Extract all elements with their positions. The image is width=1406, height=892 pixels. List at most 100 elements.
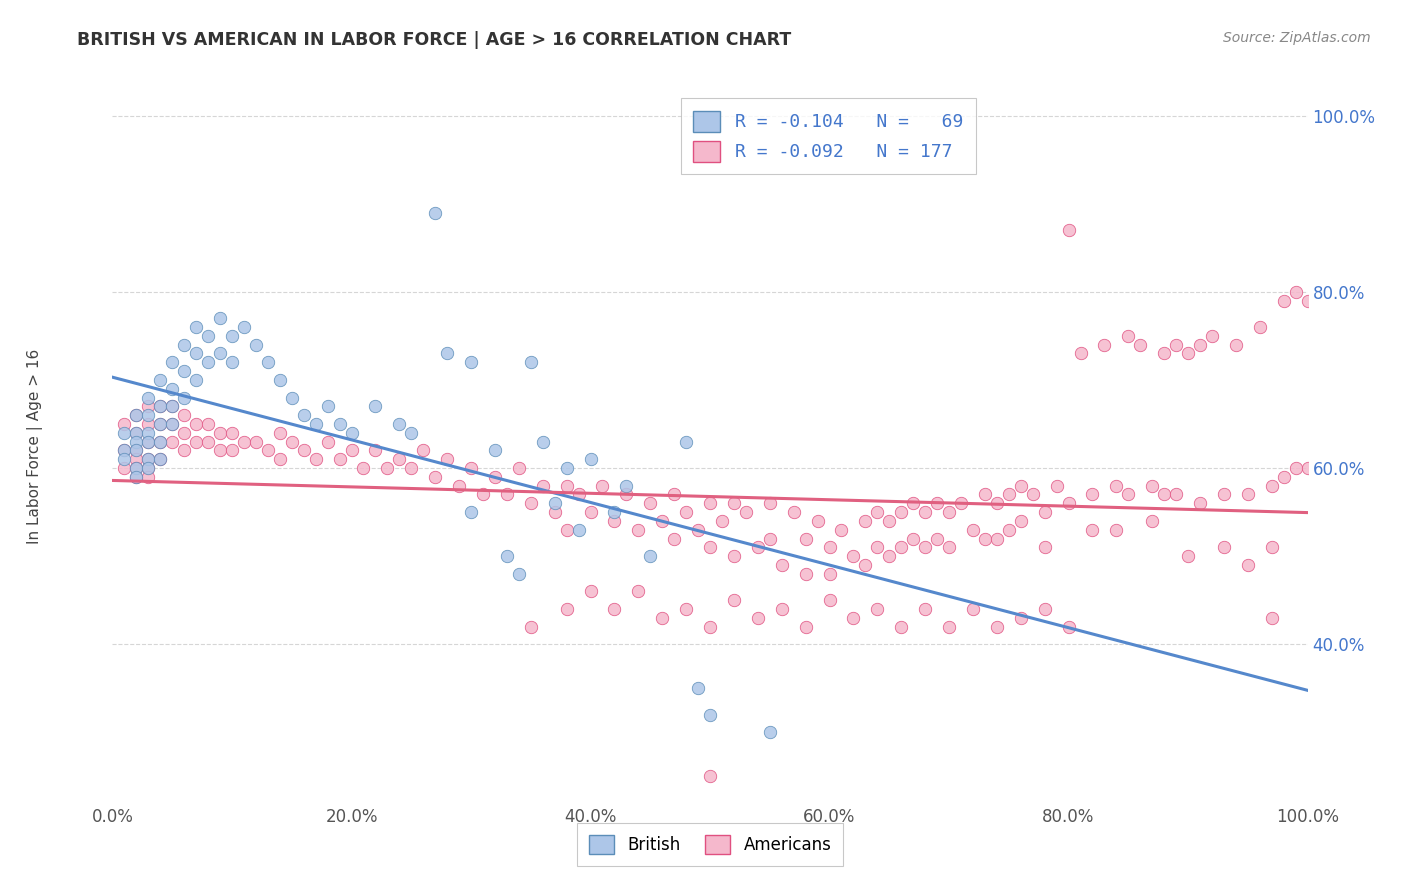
Point — [831, 523, 853, 537]
Point — [138, 470, 160, 484]
Point — [1189, 496, 1212, 510]
Point — [149, 417, 172, 431]
Point — [329, 452, 352, 467]
Point — [818, 593, 841, 607]
Point — [138, 434, 160, 449]
Point — [1142, 478, 1164, 492]
Point — [986, 619, 1008, 633]
Point — [496, 549, 519, 563]
Point — [173, 443, 195, 458]
Point — [149, 434, 172, 449]
Point — [699, 707, 721, 722]
Point — [484, 470, 506, 484]
Point — [688, 523, 710, 537]
Point — [998, 523, 1021, 537]
Point — [555, 461, 578, 475]
Point — [1166, 337, 1188, 351]
Point — [1285, 461, 1308, 475]
Point — [197, 434, 219, 449]
Point — [149, 400, 172, 414]
Point — [616, 487, 638, 501]
Point — [914, 602, 936, 616]
Point — [890, 505, 912, 519]
Point — [616, 478, 638, 492]
Point — [484, 443, 506, 458]
Point — [1010, 478, 1032, 492]
Point — [1177, 549, 1199, 563]
Point — [125, 425, 148, 440]
Point — [1081, 523, 1104, 537]
Point — [292, 408, 315, 422]
Point — [927, 496, 949, 510]
Point — [1094, 337, 1116, 351]
Point — [555, 478, 578, 492]
Point — [162, 400, 183, 414]
Point — [472, 487, 495, 501]
Point — [149, 417, 172, 431]
Point — [173, 391, 195, 405]
Point — [1070, 346, 1092, 360]
Point — [460, 461, 482, 475]
Point — [711, 514, 734, 528]
Point — [209, 443, 232, 458]
Point — [770, 558, 793, 572]
Point — [520, 355, 543, 369]
Point — [531, 478, 554, 492]
Point — [1213, 541, 1236, 555]
Point — [186, 320, 208, 334]
Point — [388, 417, 411, 431]
Point — [138, 461, 160, 475]
Point — [1046, 478, 1069, 492]
Point — [1237, 487, 1260, 501]
Point — [986, 532, 1008, 546]
Point — [1296, 461, 1319, 475]
Point — [436, 452, 458, 467]
Point — [1201, 329, 1223, 343]
Point — [125, 452, 148, 467]
Point — [1261, 611, 1284, 625]
Point — [651, 611, 673, 625]
Point — [138, 425, 160, 440]
Point — [879, 514, 901, 528]
Point — [125, 408, 148, 422]
Point — [245, 434, 267, 449]
Point — [664, 487, 686, 501]
Point — [866, 602, 889, 616]
Point — [855, 558, 877, 572]
Point — [245, 337, 267, 351]
Point — [401, 461, 423, 475]
Point — [938, 505, 960, 519]
Point — [305, 452, 328, 467]
Point — [125, 408, 148, 422]
Point — [138, 417, 160, 431]
Point — [938, 619, 960, 633]
Point — [316, 434, 339, 449]
Point — [1261, 478, 1284, 492]
Point — [1272, 293, 1295, 308]
Point — [1033, 541, 1056, 555]
Point — [818, 541, 841, 555]
Point — [664, 532, 686, 546]
Point — [699, 496, 721, 510]
Point — [640, 549, 662, 563]
Point — [436, 346, 458, 360]
Point — [555, 602, 578, 616]
Point — [962, 523, 984, 537]
Point — [759, 725, 782, 739]
Y-axis label: In Labor Force | Age > 16: In Labor Force | Age > 16 — [27, 349, 44, 543]
Point — [114, 452, 135, 467]
Point — [352, 461, 374, 475]
Point — [1153, 346, 1175, 360]
Point — [914, 505, 936, 519]
Point — [688, 681, 710, 696]
Point — [723, 496, 745, 510]
Point — [914, 541, 936, 555]
Point — [759, 496, 782, 510]
Point — [520, 619, 543, 633]
Point — [842, 549, 865, 563]
Point — [1189, 337, 1212, 351]
Point — [675, 602, 697, 616]
Point — [209, 311, 232, 326]
Point — [114, 443, 135, 458]
Point — [281, 391, 304, 405]
